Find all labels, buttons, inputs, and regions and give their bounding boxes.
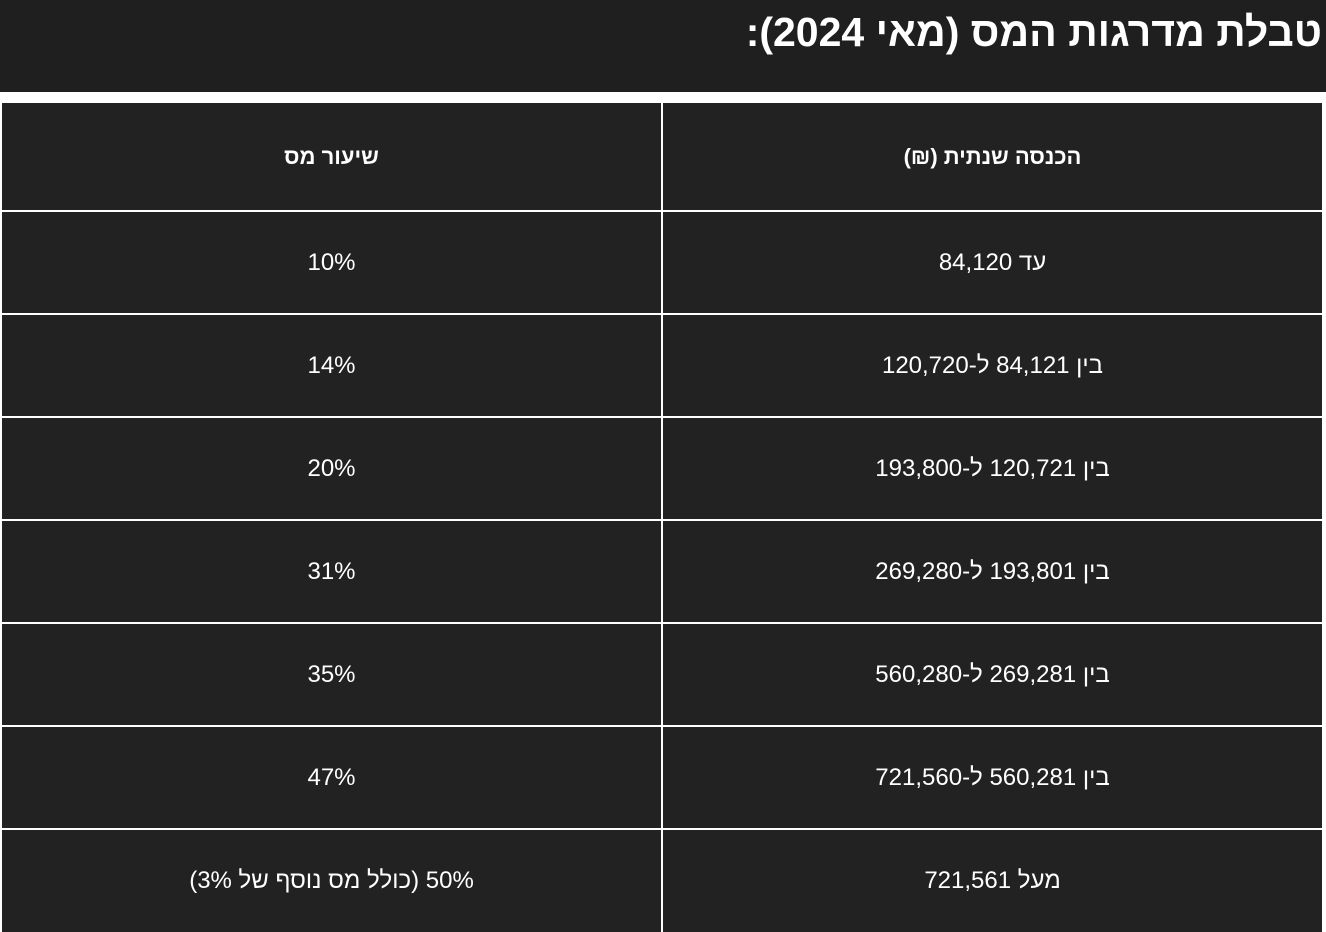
table-row: בין 269,281 ל-560,280 35% [2,624,1322,725]
income-cell: בין 84,121 ל-120,720 [663,315,1322,416]
income-cell: בין 120,721 ל-193,800 [663,418,1322,519]
rate-cell: 20% [2,418,661,519]
income-cell: בין 560,281 ל-721,560 [663,727,1322,828]
page-header: טבלת מדרגות המס (מאי 2024): [0,0,1326,92]
table-row: בין 120,721 ל-193,800 20% [2,418,1322,519]
income-cell: עד 84,120 [663,212,1322,313]
rate-cell: 10% [2,212,661,313]
tax-table-container: הכנסה שנתית (₪) שיעור מס עד 84,120 10% ב… [0,101,1326,932]
income-cell: בין 193,801 ל-269,280 [663,521,1322,622]
header-separator [0,92,1326,101]
table-header-row: הכנסה שנתית (₪) שיעור מס [2,103,1322,210]
income-cell: מעל 721,561 [663,830,1322,932]
table-row: בין 84,121 ל-120,720 14% [2,315,1322,416]
rate-cell: 35% [2,624,661,725]
table-row: בין 193,801 ל-269,280 31% [2,521,1322,622]
rate-cell: 14% [2,315,661,416]
tax-brackets-table: הכנסה שנתית (₪) שיעור מס עד 84,120 10% ב… [0,101,1324,932]
table-row: מעל 721,561 50% (כולל מס נוסף של 3%) [2,830,1322,932]
table-row: בין 560,281 ל-721,560 47% [2,727,1322,828]
rate-cell: 47% [2,727,661,828]
header-tax-rate: שיעור מס [2,103,661,210]
page-title: טבלת מדרגות המס (מאי 2024): [745,9,1322,55]
income-cell: בין 269,281 ל-560,280 [663,624,1322,725]
rate-cell: 50% (כולל מס נוסף של 3%) [2,830,661,932]
table-row: עד 84,120 10% [2,212,1322,313]
rate-cell: 31% [2,521,661,622]
header-annual-income: הכנסה שנתית (₪) [663,103,1322,210]
